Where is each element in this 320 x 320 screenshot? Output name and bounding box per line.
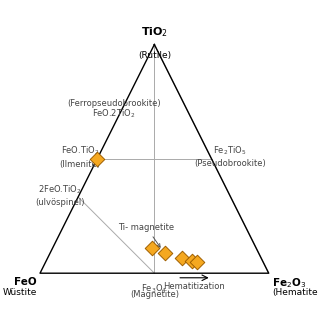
Point	[162, 250, 167, 255]
Text: FeO.2TiO$_2$: FeO.2TiO$_2$	[92, 107, 136, 120]
Text: (Rutile): (Rutile)	[138, 52, 171, 60]
Point	[180, 256, 185, 261]
Text: (Pseudobrookite): (Pseudobrookite)	[194, 159, 266, 168]
Text: FeO.TiO$_2$: FeO.TiO$_2$	[61, 144, 99, 156]
Text: (Ilmenite): (Ilmenite)	[60, 160, 100, 169]
Point	[149, 245, 155, 251]
Point	[189, 258, 194, 263]
Text: Hematitization: Hematitization	[164, 282, 225, 291]
Text: TiO$_2$: TiO$_2$	[141, 25, 168, 39]
Text: (ulvöspinel): (ulvöspinel)	[35, 198, 84, 207]
Text: Fe$_2$O$_3$: Fe$_2$O$_3$	[272, 276, 306, 291]
Text: FeO: FeO	[14, 276, 36, 287]
Text: Fe$_2$TiO$_5$: Fe$_2$TiO$_5$	[213, 144, 246, 156]
Point	[95, 156, 100, 161]
Point	[194, 260, 199, 265]
Text: 2FeO.TiO$_2$: 2FeO.TiO$_2$	[38, 183, 82, 196]
Text: Wüstite: Wüstite	[2, 288, 36, 297]
Text: Fe$_3$O$_4$: Fe$_3$O$_4$	[141, 282, 167, 295]
Text: (Hematite: (Hematite	[272, 288, 318, 297]
Text: (Magnetite): (Magnetite)	[130, 290, 179, 299]
Text: (Ferropseudobrookite): (Ferropseudobrookite)	[67, 99, 161, 108]
Text: Ti- magnetite: Ti- magnetite	[118, 223, 174, 247]
